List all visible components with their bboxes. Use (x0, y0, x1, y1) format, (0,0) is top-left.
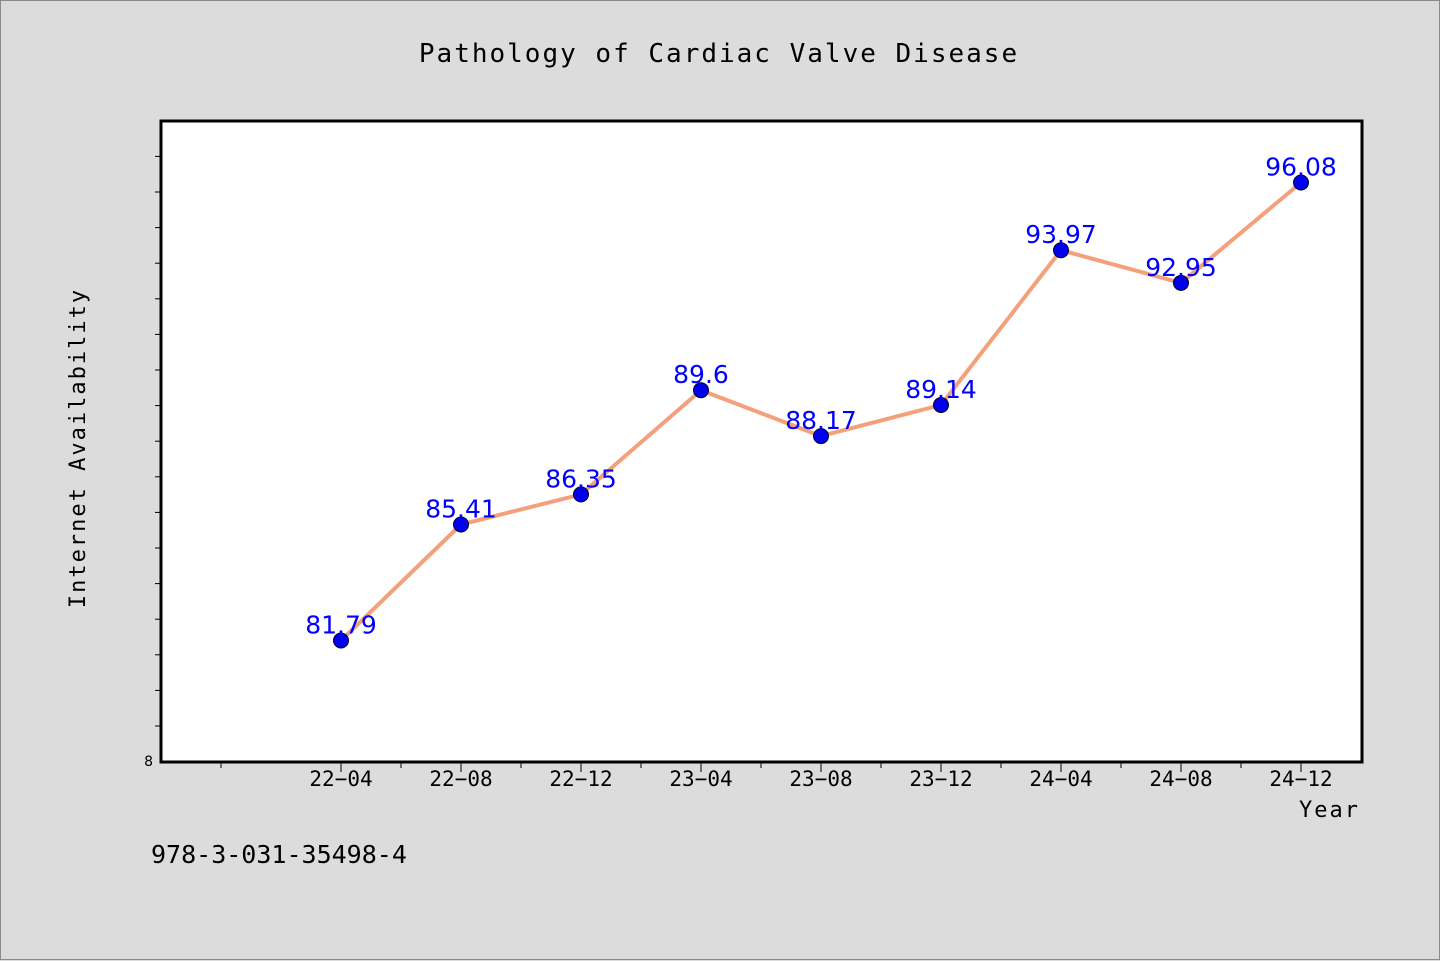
x-tick-label: 23−12 (909, 767, 972, 791)
x-tick-label: 23−08 (789, 767, 852, 791)
series-layer: 81.79 85.41 86.35 89.6 88.17 89.14 93.97 92.95 9… (305, 153, 1337, 649)
data-point (693, 382, 709, 399)
plot-area (159, 119, 1364, 764)
data-label: 96.08 (1265, 153, 1337, 182)
x-axis-ticks: 22−04 22−08 22−12 23−04 23−08 23−12 24−04 24−08… (220, 762, 1333, 791)
data-point (1293, 174, 1309, 191)
data-point (813, 428, 829, 445)
data-label: 86.35 (545, 464, 617, 493)
data-label: 93.97 (1025, 220, 1097, 249)
data-point (1173, 274, 1189, 291)
data-point (933, 397, 949, 413)
data-label: 85.41 (425, 495, 497, 524)
y-axis-label: Internet Availability (66, 288, 91, 608)
y-axis-ticks (155, 155, 161, 727)
data-label: 89.14 (905, 375, 977, 404)
data-point (333, 632, 349, 649)
x-tick-label: 24−12 (1269, 767, 1332, 791)
isbn-text: 978-3-031-35498-4 (151, 840, 407, 869)
x-tick-label: 22−12 (549, 767, 612, 791)
data-label: 81.79 (305, 611, 377, 640)
data-label: 92.95 (1145, 253, 1217, 282)
data-point (573, 486, 589, 503)
x-tick-label: 22−04 (309, 767, 372, 791)
data-label: 88.17 (785, 406, 857, 435)
x-tick-label: 24−08 (1149, 767, 1212, 791)
chart-title: Pathology of Cardiac Valve Disease (419, 39, 1019, 69)
x-tick-label: 23−04 (669, 767, 732, 791)
y-tick-label: 8 (144, 754, 153, 770)
data-label: 89.6 (673, 360, 729, 389)
data-point (453, 516, 469, 533)
data-point (1053, 242, 1069, 259)
x-tick-label: 22−08 (429, 767, 492, 791)
x-tick-label: 24−04 (1029, 767, 1092, 791)
x-axis-label: Year (1299, 798, 1360, 823)
